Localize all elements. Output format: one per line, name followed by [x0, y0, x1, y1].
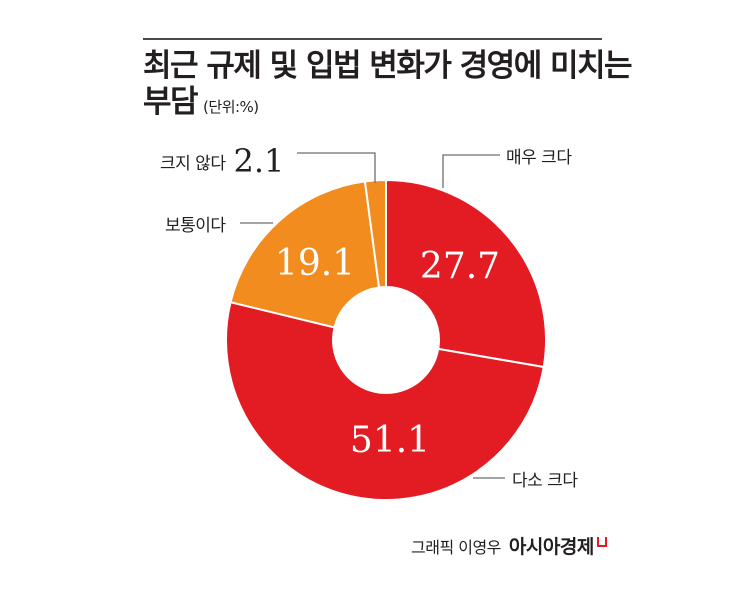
slice-1 — [225, 300, 545, 501]
title-line-2: 부담 (단위:%) — [143, 84, 631, 125]
value-very-large: 27.7 — [420, 246, 500, 287]
slice-2 — [229, 180, 381, 329]
leader-very-large — [442, 154, 500, 188]
label-not-large: 크지 않다 2.1 — [160, 142, 284, 180]
leader-lines — [240, 152, 505, 479]
credit-line: 그래픽 이영우 아시아경제 — [411, 532, 607, 559]
label-not-large-text: 크지 않다 — [160, 154, 226, 174]
label-moderate: 보통이다 — [165, 216, 226, 236]
brand-mark-icon — [596, 537, 607, 547]
value-moderate: 19.1 — [275, 243, 355, 284]
unit-label: (단위:%) — [203, 98, 259, 116]
slice-0 — [385, 178, 547, 369]
value-somewhat-large: 51.1 — [350, 420, 430, 461]
donut-slices — [225, 178, 547, 501]
value-not-large: 2.1 — [233, 142, 285, 180]
title-line-2-text: 부담 — [143, 84, 199, 120]
slice-3 — [363, 178, 387, 289]
title-line-1: 최근 규제 및 입법 변화가 경영에 미치는 — [143, 48, 633, 84]
chart-title: 최근 규제 및 입법 변화가 경영에 미치는 부담 (단위:%) — [143, 48, 633, 125]
brand-logo-text: 아시아경제 — [508, 536, 594, 558]
top-rule — [143, 38, 602, 40]
label-somewhat-large: 다소 크다 — [512, 471, 578, 491]
slice-values: 27.7 51.1 19.1 — [275, 243, 500, 461]
leader-not-large — [297, 152, 376, 183]
label-very-large: 매우 크다 — [506, 148, 572, 168]
credit-graphic: 그래픽 이영우 — [411, 538, 501, 557]
